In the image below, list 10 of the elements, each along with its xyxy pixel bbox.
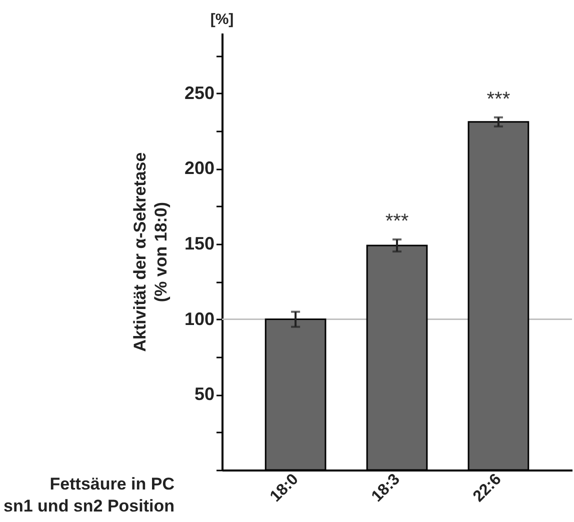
text: [%] [210,11,234,28]
annotation: *** [486,88,510,110]
y-tick-label: 50 [194,384,214,404]
y-tick-label: 200 [184,158,214,178]
y-tick-label: 100 [184,308,214,329]
y-axis-title: Aktivität der α-Sekretase (% von 18:0) [130,152,170,352]
x-axis-title: Fettsäure in PC sn1 und sn2 Position [4,474,174,516]
annotation: *** [385,210,409,232]
y-tick-label: 150 [184,233,214,254]
y-tick-label: 250 [184,82,214,103]
